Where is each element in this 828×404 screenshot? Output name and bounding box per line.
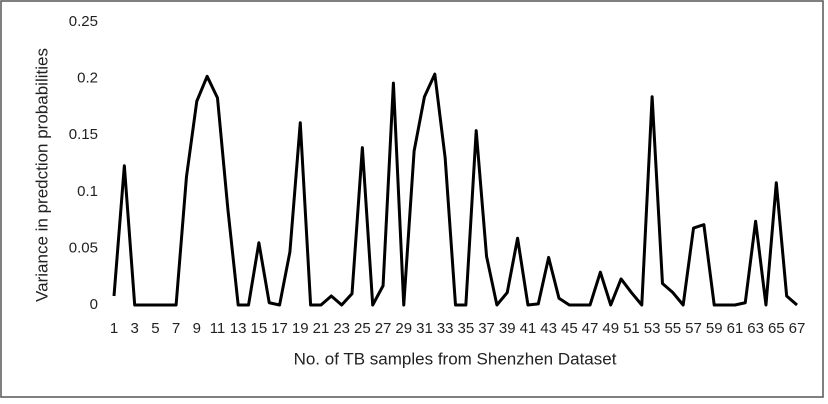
x-tick-label: 25 xyxy=(354,320,371,337)
y-axis-label: Variance in predction probabilities xyxy=(32,48,51,302)
x-tick-label: 33 xyxy=(437,320,454,337)
x-tick-label: 55 xyxy=(664,320,681,337)
x-tick-label: 53 xyxy=(644,320,661,337)
y-tick-label: 0.15 xyxy=(69,126,98,143)
x-tick-label: 63 xyxy=(747,320,764,337)
x-tick-label: 13 xyxy=(230,320,247,337)
x-tick-label: 1 xyxy=(110,320,118,337)
x-tick-label: 37 xyxy=(478,320,495,337)
x-tick-label: 27 xyxy=(375,320,392,337)
x-tick-label: 17 xyxy=(271,320,288,337)
x-tick-label: 5 xyxy=(151,320,159,337)
x-tick-label: 9 xyxy=(193,320,201,337)
x-tick-label: 59 xyxy=(706,320,723,337)
y-tick-label: 0.25 xyxy=(69,13,98,30)
x-tick-label: 3 xyxy=(131,320,139,337)
x-tick-label: 11 xyxy=(210,320,226,337)
x-tick-label: 51 xyxy=(623,320,640,337)
x-tick-label: 7 xyxy=(172,320,180,337)
x-tick-label: 19 xyxy=(292,320,309,337)
y-tick-label: 0.2 xyxy=(77,70,98,87)
y-tick-label: 0.05 xyxy=(69,239,98,256)
x-axis-label: No. of TB samples from Shenzhen Dataset xyxy=(294,349,617,368)
x-tick-label: 35 xyxy=(458,320,475,337)
x-tick-label: 45 xyxy=(561,320,578,337)
y-tick-label: 0 xyxy=(90,296,98,313)
x-tick-label: 21 xyxy=(313,320,330,337)
x-tick-label: 49 xyxy=(602,320,619,337)
x-tick-label: 67 xyxy=(789,320,806,337)
y-tick-label: 0.1 xyxy=(77,183,98,200)
data-line xyxy=(112,72,798,307)
x-tick-label: 15 xyxy=(251,320,268,337)
x-tick-label: 39 xyxy=(499,320,516,337)
x-tick-label: 65 xyxy=(768,320,785,337)
x-tick-label: 57 xyxy=(685,320,702,337)
x-tick-label: 23 xyxy=(333,320,350,337)
x-tick-label: 43 xyxy=(540,320,557,337)
x-tick-label: 31 xyxy=(416,320,433,337)
x-tick-label: 61 xyxy=(727,320,744,337)
x-tick-label: 29 xyxy=(395,320,412,337)
x-tick-label: 47 xyxy=(582,320,599,337)
x-tick-label: 41 xyxy=(520,320,537,337)
